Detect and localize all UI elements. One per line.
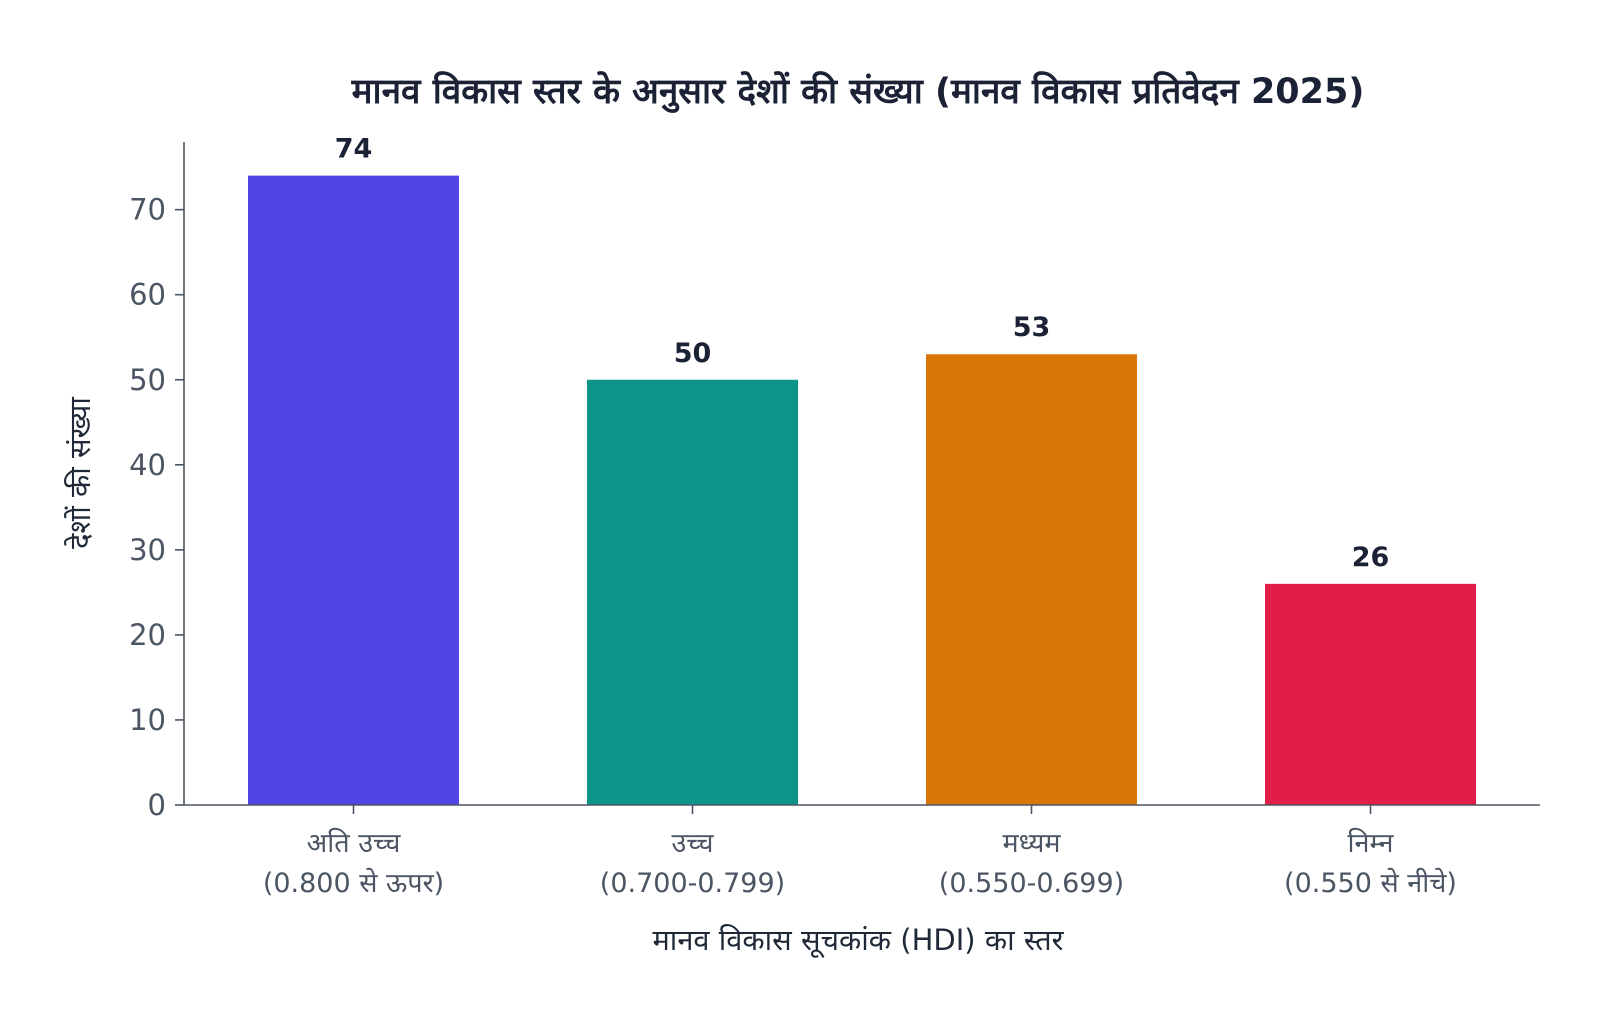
y-tick-label: 20 [129, 618, 166, 652]
x-tick-label: निम्न [1347, 827, 1394, 859]
y-tick-label: 70 [129, 193, 166, 227]
bar[interactable] [926, 354, 1137, 805]
plot-area: 74 50 53 26 [248, 134, 1476, 805]
x-tick-label: (0.700-0.799) [600, 868, 785, 899]
bar-value-label: 50 [674, 338, 712, 369]
x-tick-label: मध्यम [1002, 828, 1061, 859]
bar[interactable] [587, 379, 798, 805]
x-tick-label: (0.550-0.699) [939, 868, 1124, 899]
y-tick-label: 50 [129, 363, 166, 397]
x-tick-label: (0.550 से नीचे) [1284, 867, 1457, 899]
x-tick-label: उच्च [671, 828, 714, 859]
bar[interactable] [1265, 583, 1476, 805]
x-tick-label: (0.800 से ऊपर) [263, 867, 444, 899]
y-tick-label: 40 [129, 448, 166, 482]
y-axis-ticks: 0 10 20 30 40 50 60 70 [129, 193, 184, 822]
y-tick-label: 0 [148, 788, 166, 822]
bar-value-label: 26 [1352, 542, 1390, 573]
y-tick-label: 60 [129, 278, 166, 312]
x-axis-ticks: अति उच्च (0.800 से ऊपर) उच्च (0.700-0.799) म… [263, 805, 1457, 899]
y-axis-label: देशों की संख्या [63, 397, 97, 549]
bar-value-label: 53 [1013, 312, 1051, 343]
bar-value-label: 74 [335, 134, 373, 165]
bar[interactable] [248, 175, 459, 805]
x-tick-label: अति उच्च [307, 827, 402, 859]
chart-title: मानव विकास स्तर के अनुसार देशों की संख्य… [351, 71, 1365, 113]
x-axis-label: मानव विकास सूचकांक (HDI) का स्तर [652, 923, 1064, 958]
y-tick-label: 10 [129, 703, 166, 737]
y-tick-label: 30 [129, 533, 166, 567]
